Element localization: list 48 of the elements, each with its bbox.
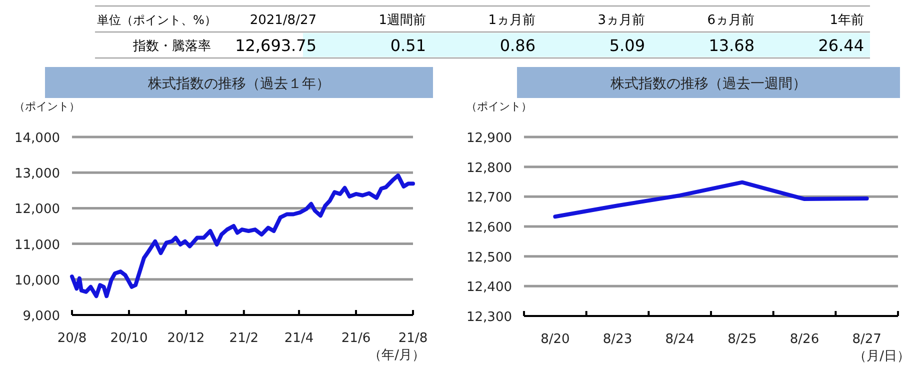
x-tick-label: 20/8: [57, 331, 87, 346]
y-tick-label: 12,800: [466, 160, 512, 176]
y-tick-label: 13,000: [14, 166, 60, 182]
x-tick-label: 8/20: [540, 332, 570, 347]
text: 12,693.75: [235, 36, 316, 55]
chart-title: 株式指数の推移（過去１年）: [147, 76, 330, 92]
x-tick-label: 21/2: [229, 331, 259, 346]
line-series: [70, 173, 415, 298]
y-tick-label: 10,000: [14, 273, 60, 288]
x-tick-label: 20/12: [167, 331, 205, 346]
x-tick-label: 21/6: [341, 331, 371, 346]
x-axis-title: （年/月）: [368, 348, 425, 363]
category-label: 3ヵ月前: [598, 13, 645, 28]
text: 26.44: [818, 36, 864, 55]
x-tick-label: 8/25: [728, 332, 757, 347]
x-axis-title: （月/日）: [854, 349, 910, 364]
y-tick-label: 12,600: [466, 220, 512, 236]
x-tick-label: 20/10: [110, 331, 148, 346]
text: 指数・騰落率: [132, 38, 211, 54]
category-label: 6ヵ月前: [707, 13, 754, 28]
line-series: [553, 180, 869, 219]
x-tick-label: 8/24: [665, 332, 694, 347]
x-tick-label: 8/23: [602, 332, 632, 347]
x-tick-label: 21/4: [284, 331, 314, 346]
y-axis-title: （ポイント）: [466, 100, 532, 113]
text: 13.68: [708, 36, 754, 55]
text: 0.86: [500, 36, 536, 55]
x-tick-label: 8/27: [852, 332, 882, 347]
x-tick-label: 21/8: [398, 331, 428, 346]
y-tick-label: 12,900: [466, 131, 512, 146]
y-tick-label: 12,000: [14, 202, 60, 218]
text: 単位（ポイント、%）: [97, 13, 216, 27]
y-axis-title: （ポイント）: [14, 100, 80, 113]
x-tick-label: 8/26: [790, 332, 820, 347]
text: 5.09: [609, 36, 645, 55]
y-tick-label: 12,400: [466, 280, 512, 296]
text: 0.51: [390, 36, 426, 55]
y-tick-label: 11,000: [14, 238, 60, 253]
chart-title: 株式指数の推移（過去一週間）: [610, 76, 806, 92]
y-tick-label: 12,300: [466, 310, 512, 325]
category-label: 1年前: [830, 13, 864, 28]
category-label: 1週間前: [378, 13, 426, 28]
category-label: 2021/8/27: [250, 13, 316, 28]
y-tick-label: 14,000: [14, 131, 60, 146]
y-tick-label: 12,500: [466, 250, 512, 266]
y-tick-label: 9,000: [22, 309, 60, 324]
category-label: 1ヵ月前: [488, 13, 536, 28]
y-tick-label: 12,700: [466, 190, 512, 206]
